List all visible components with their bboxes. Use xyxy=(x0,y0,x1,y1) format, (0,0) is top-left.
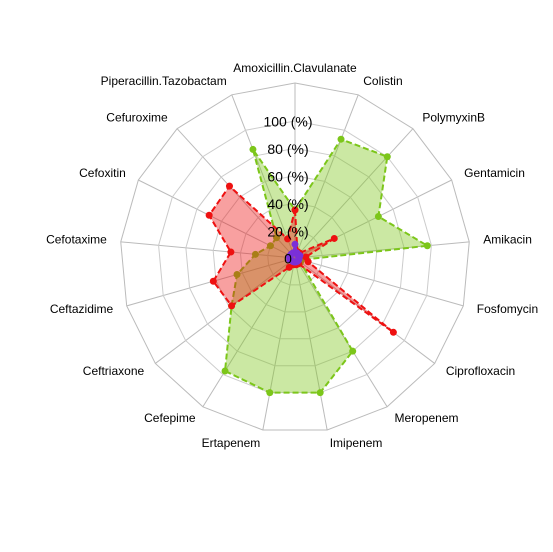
axis-label: Amikacin xyxy=(483,233,532,247)
point xyxy=(284,235,292,243)
spoke xyxy=(294,257,328,431)
point xyxy=(316,389,324,397)
axis-label: Colistin xyxy=(363,74,402,88)
axis-label: Cefepime xyxy=(144,411,196,425)
y-tick-label: 80 (%) xyxy=(267,141,308,157)
point xyxy=(228,302,236,310)
point xyxy=(374,212,382,220)
point xyxy=(291,206,299,214)
point xyxy=(249,145,257,153)
spoke xyxy=(294,128,414,259)
spoke xyxy=(294,241,470,259)
axis-label: Ertapenem xyxy=(202,436,261,450)
spoke xyxy=(294,257,435,364)
point xyxy=(285,263,293,271)
y-tick-label: 60 (%) xyxy=(267,169,308,185)
frame xyxy=(120,82,470,431)
point xyxy=(291,240,299,248)
axis-label: Fosfomycin xyxy=(477,302,538,316)
point xyxy=(289,249,297,257)
axis-label: Ceftriaxone xyxy=(83,364,145,378)
point xyxy=(251,250,259,258)
y-tick-label: 40 (%) xyxy=(267,196,308,212)
point xyxy=(227,248,235,256)
y-tick-label: 20 (%) xyxy=(267,223,308,239)
point xyxy=(389,328,397,336)
point xyxy=(221,367,229,375)
grid-line xyxy=(185,147,405,367)
spoke xyxy=(202,257,296,408)
point xyxy=(383,153,391,161)
point xyxy=(330,234,338,242)
point xyxy=(205,211,213,219)
axis-label: Piperacillin.Tazobactam xyxy=(101,74,227,88)
grid-line xyxy=(239,202,351,313)
y-tick-label: 0 xyxy=(284,251,292,267)
point xyxy=(337,135,345,143)
point xyxy=(304,258,312,266)
point xyxy=(209,277,217,285)
spoke xyxy=(120,241,296,259)
axis-label: PolymyxinB xyxy=(422,110,485,124)
axis-label: Ceftazidime xyxy=(50,302,114,316)
y-tick-label: 100 (%) xyxy=(263,114,312,130)
series-area xyxy=(223,137,431,394)
axis-label: Meropenem xyxy=(394,411,458,425)
axis-label: Amoxicillin.Clavulanate xyxy=(233,61,357,75)
point xyxy=(266,389,274,397)
point xyxy=(266,242,274,250)
grid-line xyxy=(212,175,378,340)
spoke xyxy=(262,257,296,431)
point xyxy=(349,347,357,355)
spoke xyxy=(231,94,296,259)
axis-label: Ciprofloxacin xyxy=(446,364,515,378)
spoke xyxy=(294,257,464,307)
point xyxy=(273,234,281,242)
axis-label: Cefuroxime xyxy=(106,110,168,124)
axis-label: Cefotaxime xyxy=(46,233,107,247)
point xyxy=(423,242,431,250)
point xyxy=(233,270,241,278)
point xyxy=(225,182,233,190)
axis-label: Imipenem xyxy=(330,436,383,450)
spoke xyxy=(155,257,296,364)
axis-label: Gentamicin xyxy=(464,166,525,180)
spoke xyxy=(294,94,359,259)
axis-label: Cefoxitin xyxy=(79,166,126,180)
